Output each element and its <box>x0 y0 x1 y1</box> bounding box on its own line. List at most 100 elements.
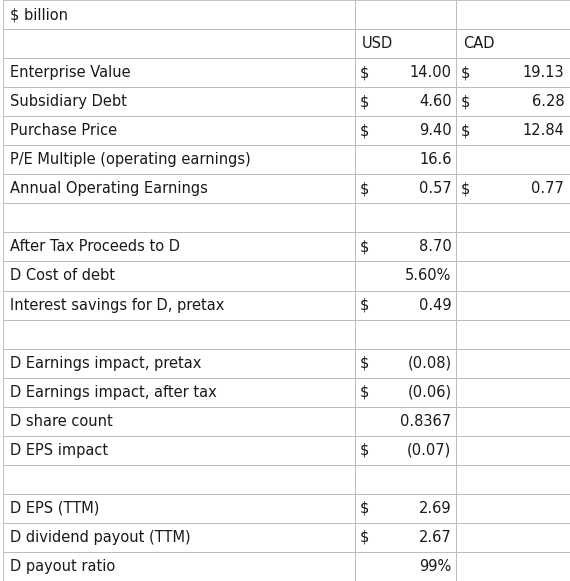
Text: Subsidiary Debt: Subsidiary Debt <box>10 94 127 109</box>
Text: $: $ <box>360 443 369 458</box>
Text: $: $ <box>360 123 369 138</box>
Text: 9.40: 9.40 <box>419 123 451 138</box>
Bar <box>355 0 456 29</box>
Bar <box>3 523 355 552</box>
Text: 2.67: 2.67 <box>419 530 451 545</box>
Bar <box>355 145 456 174</box>
Bar <box>3 436 355 465</box>
Bar <box>3 232 355 261</box>
Bar <box>3 320 355 349</box>
Text: 6.28: 6.28 <box>532 94 564 109</box>
Bar <box>3 494 355 523</box>
Bar <box>355 29 456 58</box>
Bar <box>355 465 456 494</box>
Bar <box>3 58 355 87</box>
Text: $ billion: $ billion <box>10 7 68 22</box>
Text: 0.49: 0.49 <box>419 297 451 313</box>
Text: D Cost of debt: D Cost of debt <box>10 268 115 284</box>
Text: $: $ <box>461 123 470 138</box>
Text: 16.6: 16.6 <box>419 152 451 167</box>
Bar <box>355 523 456 552</box>
Bar <box>3 145 355 174</box>
Text: USD: USD <box>361 36 393 51</box>
Bar <box>456 407 570 436</box>
Bar <box>456 203 570 232</box>
Text: 99%: 99% <box>419 559 451 574</box>
Text: 19.13: 19.13 <box>523 65 564 80</box>
Text: 2.69: 2.69 <box>419 501 451 516</box>
Text: 0.77: 0.77 <box>531 181 564 196</box>
Bar <box>456 145 570 174</box>
Bar <box>456 116 570 145</box>
Text: After Tax Proceeds to D: After Tax Proceeds to D <box>10 239 180 254</box>
Bar <box>3 87 355 116</box>
Bar <box>456 436 570 465</box>
Text: $: $ <box>461 181 470 196</box>
Bar <box>456 320 570 349</box>
Text: D EPS (TTM): D EPS (TTM) <box>10 501 99 516</box>
Text: $: $ <box>360 385 369 400</box>
Text: $: $ <box>360 181 369 196</box>
Text: 0.8367: 0.8367 <box>400 414 451 429</box>
Bar <box>355 378 456 407</box>
Text: 14.00: 14.00 <box>409 65 451 80</box>
Bar <box>456 290 570 320</box>
Bar <box>3 203 355 232</box>
Text: (0.08): (0.08) <box>408 356 451 371</box>
Text: Interest savings for D, pretax: Interest savings for D, pretax <box>10 297 224 313</box>
Bar <box>456 0 570 29</box>
Bar <box>355 494 456 523</box>
Bar <box>3 465 355 494</box>
Text: 5.60%: 5.60% <box>405 268 451 284</box>
Bar <box>456 465 570 494</box>
Bar <box>3 407 355 436</box>
Text: $: $ <box>360 356 369 371</box>
Bar <box>355 552 456 581</box>
Bar <box>456 174 570 203</box>
Bar <box>355 290 456 320</box>
Bar <box>355 261 456 290</box>
Bar <box>355 232 456 261</box>
Bar <box>355 116 456 145</box>
Text: $: $ <box>360 65 369 80</box>
Bar <box>3 116 355 145</box>
Bar <box>355 58 456 87</box>
Text: Purchase Price: Purchase Price <box>10 123 117 138</box>
Text: D dividend payout (TTM): D dividend payout (TTM) <box>10 530 190 545</box>
Text: 4.60: 4.60 <box>419 94 451 109</box>
Bar <box>3 174 355 203</box>
Text: Enterprise Value: Enterprise Value <box>10 65 131 80</box>
Bar <box>3 290 355 320</box>
Bar <box>456 523 570 552</box>
Bar <box>456 261 570 290</box>
Text: $: $ <box>360 239 369 254</box>
Bar <box>355 349 456 378</box>
Bar <box>456 494 570 523</box>
Bar <box>3 261 355 290</box>
Bar <box>355 174 456 203</box>
Bar <box>355 203 456 232</box>
Bar <box>355 320 456 349</box>
Bar <box>456 87 570 116</box>
Bar <box>456 232 570 261</box>
Text: P/E Multiple (operating earnings): P/E Multiple (operating earnings) <box>10 152 250 167</box>
Text: D payout ratio: D payout ratio <box>10 559 115 574</box>
Text: $: $ <box>461 94 470 109</box>
Text: CAD: CAD <box>463 36 494 51</box>
Text: (0.06): (0.06) <box>408 385 451 400</box>
Text: (0.07): (0.07) <box>407 443 451 458</box>
Bar <box>456 552 570 581</box>
Text: 12.84: 12.84 <box>523 123 564 138</box>
Bar <box>456 58 570 87</box>
Text: D Earnings impact, after tax: D Earnings impact, after tax <box>10 385 217 400</box>
Text: 0.57: 0.57 <box>419 181 451 196</box>
Bar <box>355 436 456 465</box>
Text: $: $ <box>360 530 369 545</box>
Bar <box>456 378 570 407</box>
Text: $: $ <box>461 65 470 80</box>
Text: D Earnings impact, pretax: D Earnings impact, pretax <box>10 356 201 371</box>
Text: 8.70: 8.70 <box>419 239 451 254</box>
Bar <box>3 0 355 29</box>
Text: D share count: D share count <box>10 414 112 429</box>
Bar <box>355 87 456 116</box>
